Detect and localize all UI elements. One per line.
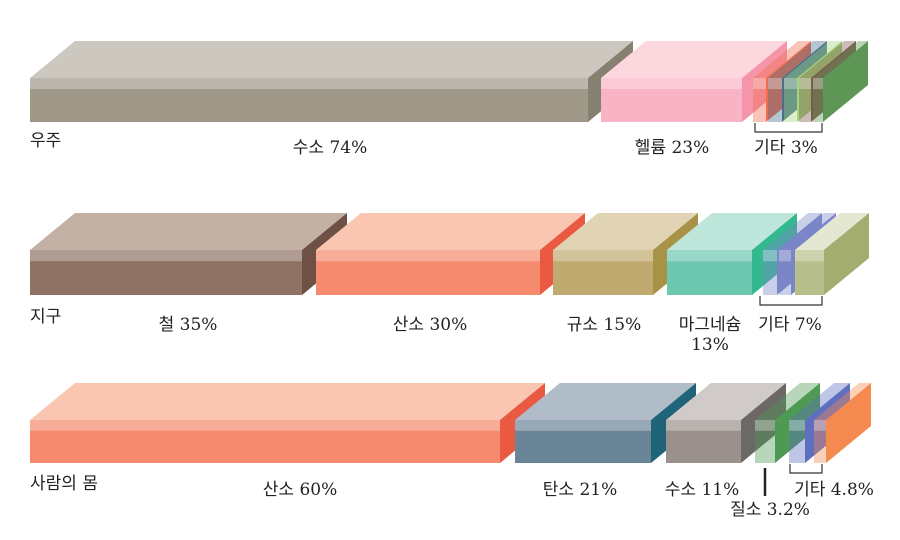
label-other-body: 기타 4.8% xyxy=(794,480,874,500)
bar-nitrogen-body-highlight xyxy=(755,420,775,431)
bar-hydrogen-body-front xyxy=(666,420,741,463)
bar-other-universe-3-front xyxy=(799,78,811,122)
bar-other-universe-0-highlight xyxy=(753,78,766,89)
bar-nitrogen-body-top xyxy=(755,383,820,420)
bar-helium-universe-highlight xyxy=(601,78,742,89)
row-title-earth: 지구 xyxy=(30,307,62,327)
bracket-other-earth xyxy=(759,296,823,306)
bar-helium-universe-side xyxy=(742,41,787,122)
label-iron-earth: 철 35% xyxy=(158,315,218,335)
bar-hydrogen-universe-front xyxy=(30,78,588,122)
bracket-other-universe xyxy=(754,123,823,133)
bar-other-earth-1-highlight xyxy=(779,250,791,262)
bar-nitrogen-body-front xyxy=(755,420,775,463)
bar-silicon-earth-front xyxy=(553,250,653,295)
bar-other-universe-4-side xyxy=(823,41,868,122)
bar-silicon-earth-top xyxy=(553,213,698,250)
bar-oxygen-earth-front xyxy=(316,250,540,295)
bar-hydrogen-body-top xyxy=(666,383,786,420)
label-hydrogen-universe: 수소 74% xyxy=(292,138,368,158)
bar-helium-universe-front xyxy=(601,78,742,122)
bar-magnesium-earth-highlight xyxy=(667,250,752,262)
bar-iron-earth-highlight xyxy=(30,250,302,262)
row-title-human-body: 사람의 몸 xyxy=(30,474,98,494)
bar-other-earth-2-top xyxy=(795,213,869,250)
label-nitrogen-body: 질소 3.2% xyxy=(730,500,810,520)
bar-other-universe-1-top xyxy=(768,41,827,78)
label-oxygen-body: 산소 60% xyxy=(262,480,338,500)
label-hydrogen-body: 수소 11% xyxy=(664,480,740,500)
bar-other-universe-0-top xyxy=(753,41,811,78)
label-magnesium-earth: 마그네슘 13% xyxy=(678,315,742,355)
bar-silicon-earth-highlight xyxy=(553,250,653,262)
bar-carbon-body-top xyxy=(515,383,696,420)
bar-other-earth-1-top xyxy=(779,213,836,250)
bar-other-body-1-top xyxy=(814,383,871,420)
bar-other-earth-0-top xyxy=(763,213,822,250)
bar-other-universe-3-top xyxy=(799,41,856,78)
bar-hydrogen-universe-highlight xyxy=(30,78,588,89)
bar-other-body-1-front xyxy=(814,420,826,463)
bar-other-earth-1-front xyxy=(779,250,791,295)
bar-carbon-body-front xyxy=(515,420,651,463)
bar-iron-earth-top xyxy=(30,213,347,250)
label-helium-universe: 헬륨 23% xyxy=(634,138,710,158)
bar-oxygen-earth-highlight xyxy=(316,250,540,262)
bar-other-earth-2-side xyxy=(824,213,869,295)
bar-other-earth-2-front xyxy=(795,250,824,295)
bracket-other-body xyxy=(789,464,823,474)
bar-other-universe-3-highlight xyxy=(799,78,811,89)
bar-other-universe-1-highlight xyxy=(768,78,782,89)
bar-other-universe-2-front xyxy=(784,78,797,122)
label-carbon-body: 탄소 21% xyxy=(542,480,618,500)
bar-oxygen-earth-top xyxy=(316,213,585,250)
bar-hydrogen-body-highlight xyxy=(666,420,741,431)
bar-other-body-0-front xyxy=(789,420,805,463)
bar-nitrogen-body-side xyxy=(775,383,820,463)
bar-other-universe-0-front xyxy=(753,78,766,122)
bar-iron-earth-front xyxy=(30,250,302,295)
row-title-universe: 우주 xyxy=(30,131,62,151)
bar-oxygen-body-top xyxy=(30,383,545,420)
bar-other-universe-2-top xyxy=(784,41,842,78)
bar-magnesium-earth-front xyxy=(667,250,752,295)
bar-other-earth-0-highlight xyxy=(763,250,777,262)
label-silicon-earth: 규소 15% xyxy=(566,315,642,335)
label-other-earth: 기타 7% xyxy=(758,315,822,335)
bar-other-body-0-highlight xyxy=(789,420,805,431)
bar-helium-universe-top xyxy=(601,41,787,78)
bar-other-universe-1-front xyxy=(768,78,782,122)
bar-other-body-1-side xyxy=(826,383,871,463)
bar-magnesium-earth-side xyxy=(752,213,797,295)
bar-other-body-1-highlight xyxy=(814,420,826,431)
label-other-universe: 기타 3% xyxy=(754,138,818,158)
label-oxygen-earth: 산소 30% xyxy=(392,315,468,335)
bar-hydrogen-universe-top xyxy=(30,41,633,78)
bar-oxygen-body-front xyxy=(30,420,500,463)
bar-other-earth-2-highlight xyxy=(795,250,824,262)
bar-other-universe-4-top xyxy=(813,41,868,78)
bar-other-universe-4-highlight xyxy=(813,78,823,89)
bar-magnesium-earth-top xyxy=(667,213,797,250)
bar-oxygen-body-highlight xyxy=(30,420,500,431)
bar-hydrogen-body-side xyxy=(741,383,786,463)
bar-other-universe-4-front xyxy=(813,78,823,122)
bar-other-universe-2-highlight xyxy=(784,78,797,89)
bar-other-earth-0-front xyxy=(763,250,777,295)
bar-other-body-0-top xyxy=(789,383,850,420)
bar-carbon-body-highlight xyxy=(515,420,651,431)
